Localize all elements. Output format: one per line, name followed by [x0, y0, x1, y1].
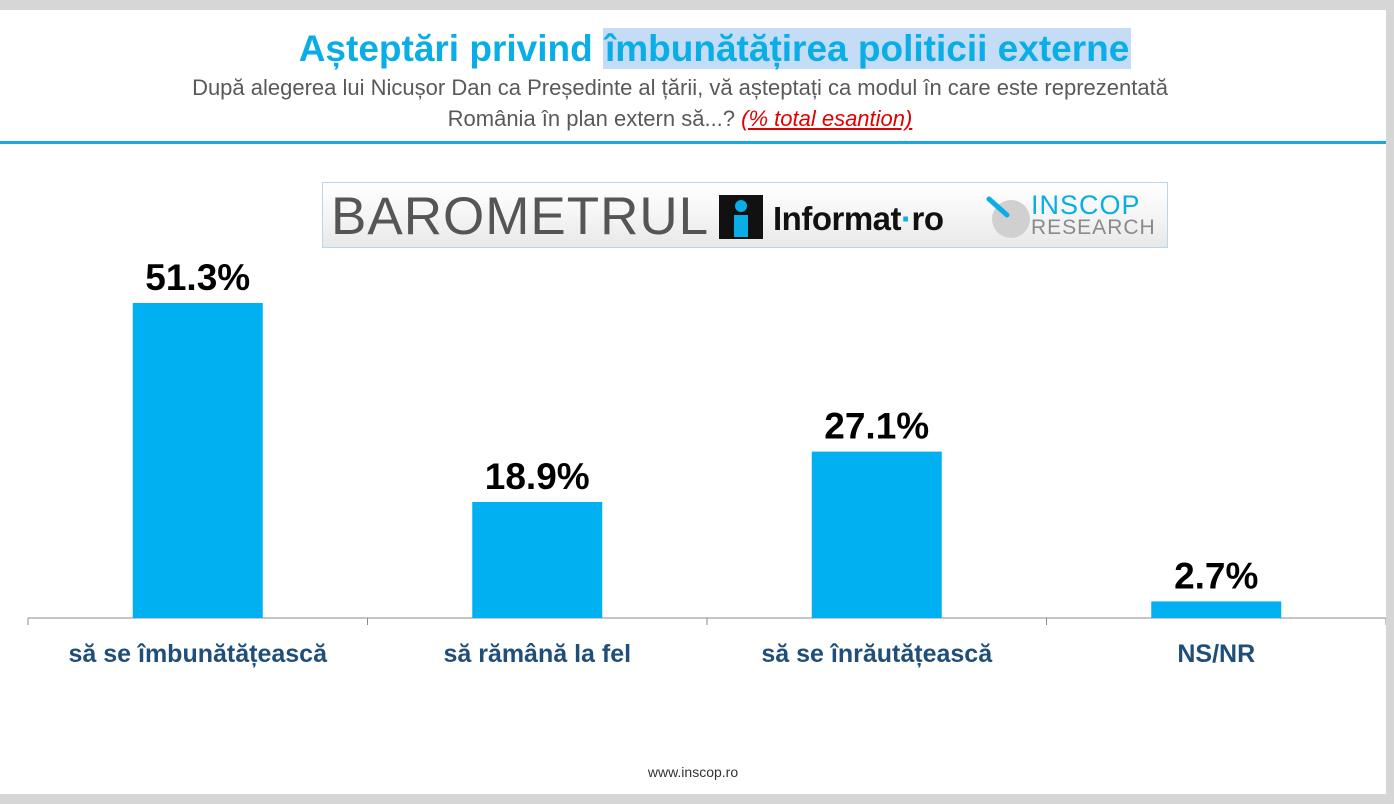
informat-tld: ro	[911, 200, 945, 237]
title-part-2-highlighted: îmbunătățirea politicii externe	[602, 28, 1132, 69]
informat-dot: ·	[901, 200, 912, 237]
informat-logo-icon	[719, 195, 763, 239]
barometer-wordmark: BAROMETRUL	[331, 187, 710, 246]
data-label: 2.7%	[1174, 555, 1258, 596]
title-part-1: Așteptări privind	[298, 28, 603, 69]
subtitle-line-2: România în plan extern să...? (% total e…	[0, 103, 1360, 134]
footer-url: www.inscop.ro	[647, 764, 739, 780]
category-label: să rămână la fel	[443, 640, 631, 668]
data-label: 27.1%	[824, 406, 929, 447]
data-label: 18.9%	[485, 456, 590, 497]
inscop-research: RESEARCH	[1031, 216, 1156, 239]
informat-wordmark: Informat·ro	[773, 199, 944, 239]
bar	[132, 303, 263, 618]
inscop-logo-icon	[986, 196, 1030, 238]
sample-note: (% total esantion)	[741, 106, 913, 131]
sponsor-banner: BAROMETRUL Informat·ro INSCOP RESEARCH	[322, 182, 1168, 248]
subtitle-question: România în plan extern să...?	[447, 106, 742, 131]
inscop-name: INSCOP	[1031, 190, 1141, 220]
subtitle-line-1: După alegerea lui Nicușor Dan ca Președi…	[192, 75, 1168, 100]
slide-subtitle: După alegerea lui Nicușor Dan ca Președi…	[0, 72, 1360, 134]
informat-name: Informat	[773, 200, 902, 237]
header-divider	[0, 141, 1386, 144]
slide: Așteptări privind îmbunătățirea politici…	[0, 10, 1386, 794]
category-label: NS/NR	[1177, 640, 1255, 668]
slide-title: Așteptări privind îmbunătățirea politici…	[0, 26, 1394, 72]
category-label: să se înrăutățească	[761, 640, 993, 668]
bar-chart: 51.3% să se îmbunătățească 18.9% să rămână …	[27, 257, 1386, 668]
data-label: 51.3%	[145, 257, 250, 298]
bar	[472, 501, 603, 618]
bar	[1151, 601, 1282, 618]
category-label: să se îmbunătățească	[69, 640, 329, 668]
bar	[811, 451, 942, 618]
